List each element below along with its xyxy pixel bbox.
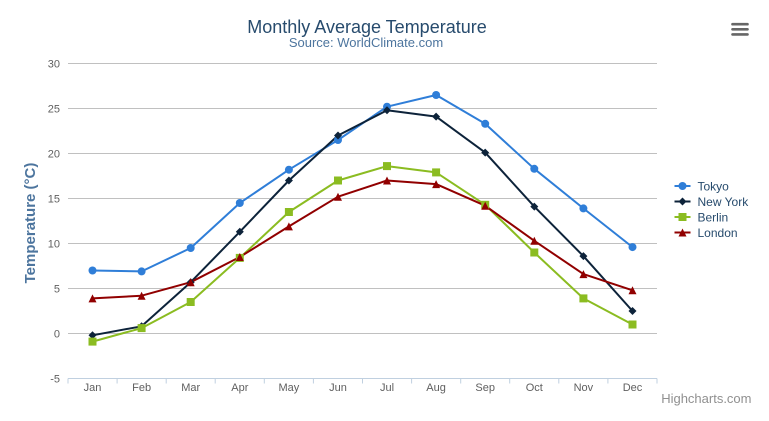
- svg-text:10: 10: [48, 239, 60, 251]
- svg-text:Monthly Average Temperature: Monthly Average Temperature: [247, 17, 486, 37]
- svg-text:Temperature (°C): Temperature (°C): [22, 163, 39, 284]
- svg-text:New York: New York: [698, 195, 750, 209]
- svg-text:Nov: Nov: [574, 382, 594, 394]
- svg-text:May: May: [279, 382, 300, 394]
- svg-text:Aug: Aug: [426, 382, 446, 394]
- svg-text:5: 5: [54, 284, 60, 296]
- svg-text:Source: WorldClimate.com: Source: WorldClimate.com: [289, 35, 443, 50]
- svg-text:Sep: Sep: [475, 382, 495, 394]
- svg-text:Berlin: Berlin: [698, 211, 729, 225]
- svg-text:25: 25: [48, 104, 60, 116]
- svg-text:Jul: Jul: [380, 382, 394, 394]
- svg-text:30: 30: [48, 59, 60, 71]
- svg-text:London: London: [698, 226, 738, 240]
- svg-text:-5: -5: [50, 374, 60, 386]
- svg-text:Jan: Jan: [84, 382, 102, 394]
- svg-text:Tokyo: Tokyo: [698, 180, 730, 194]
- svg-text:Jun: Jun: [329, 382, 347, 394]
- svg-text:Highcharts.com: Highcharts.com: [661, 391, 751, 406]
- svg-text:0: 0: [54, 329, 60, 341]
- svg-text:Dec: Dec: [623, 382, 643, 394]
- svg-text:Apr: Apr: [231, 382, 248, 394]
- svg-text:Feb: Feb: [132, 382, 151, 394]
- svg-text:Oct: Oct: [526, 382, 543, 394]
- svg-text:Mar: Mar: [181, 382, 200, 394]
- svg-text:20: 20: [48, 149, 60, 161]
- svg-text:15: 15: [48, 194, 60, 206]
